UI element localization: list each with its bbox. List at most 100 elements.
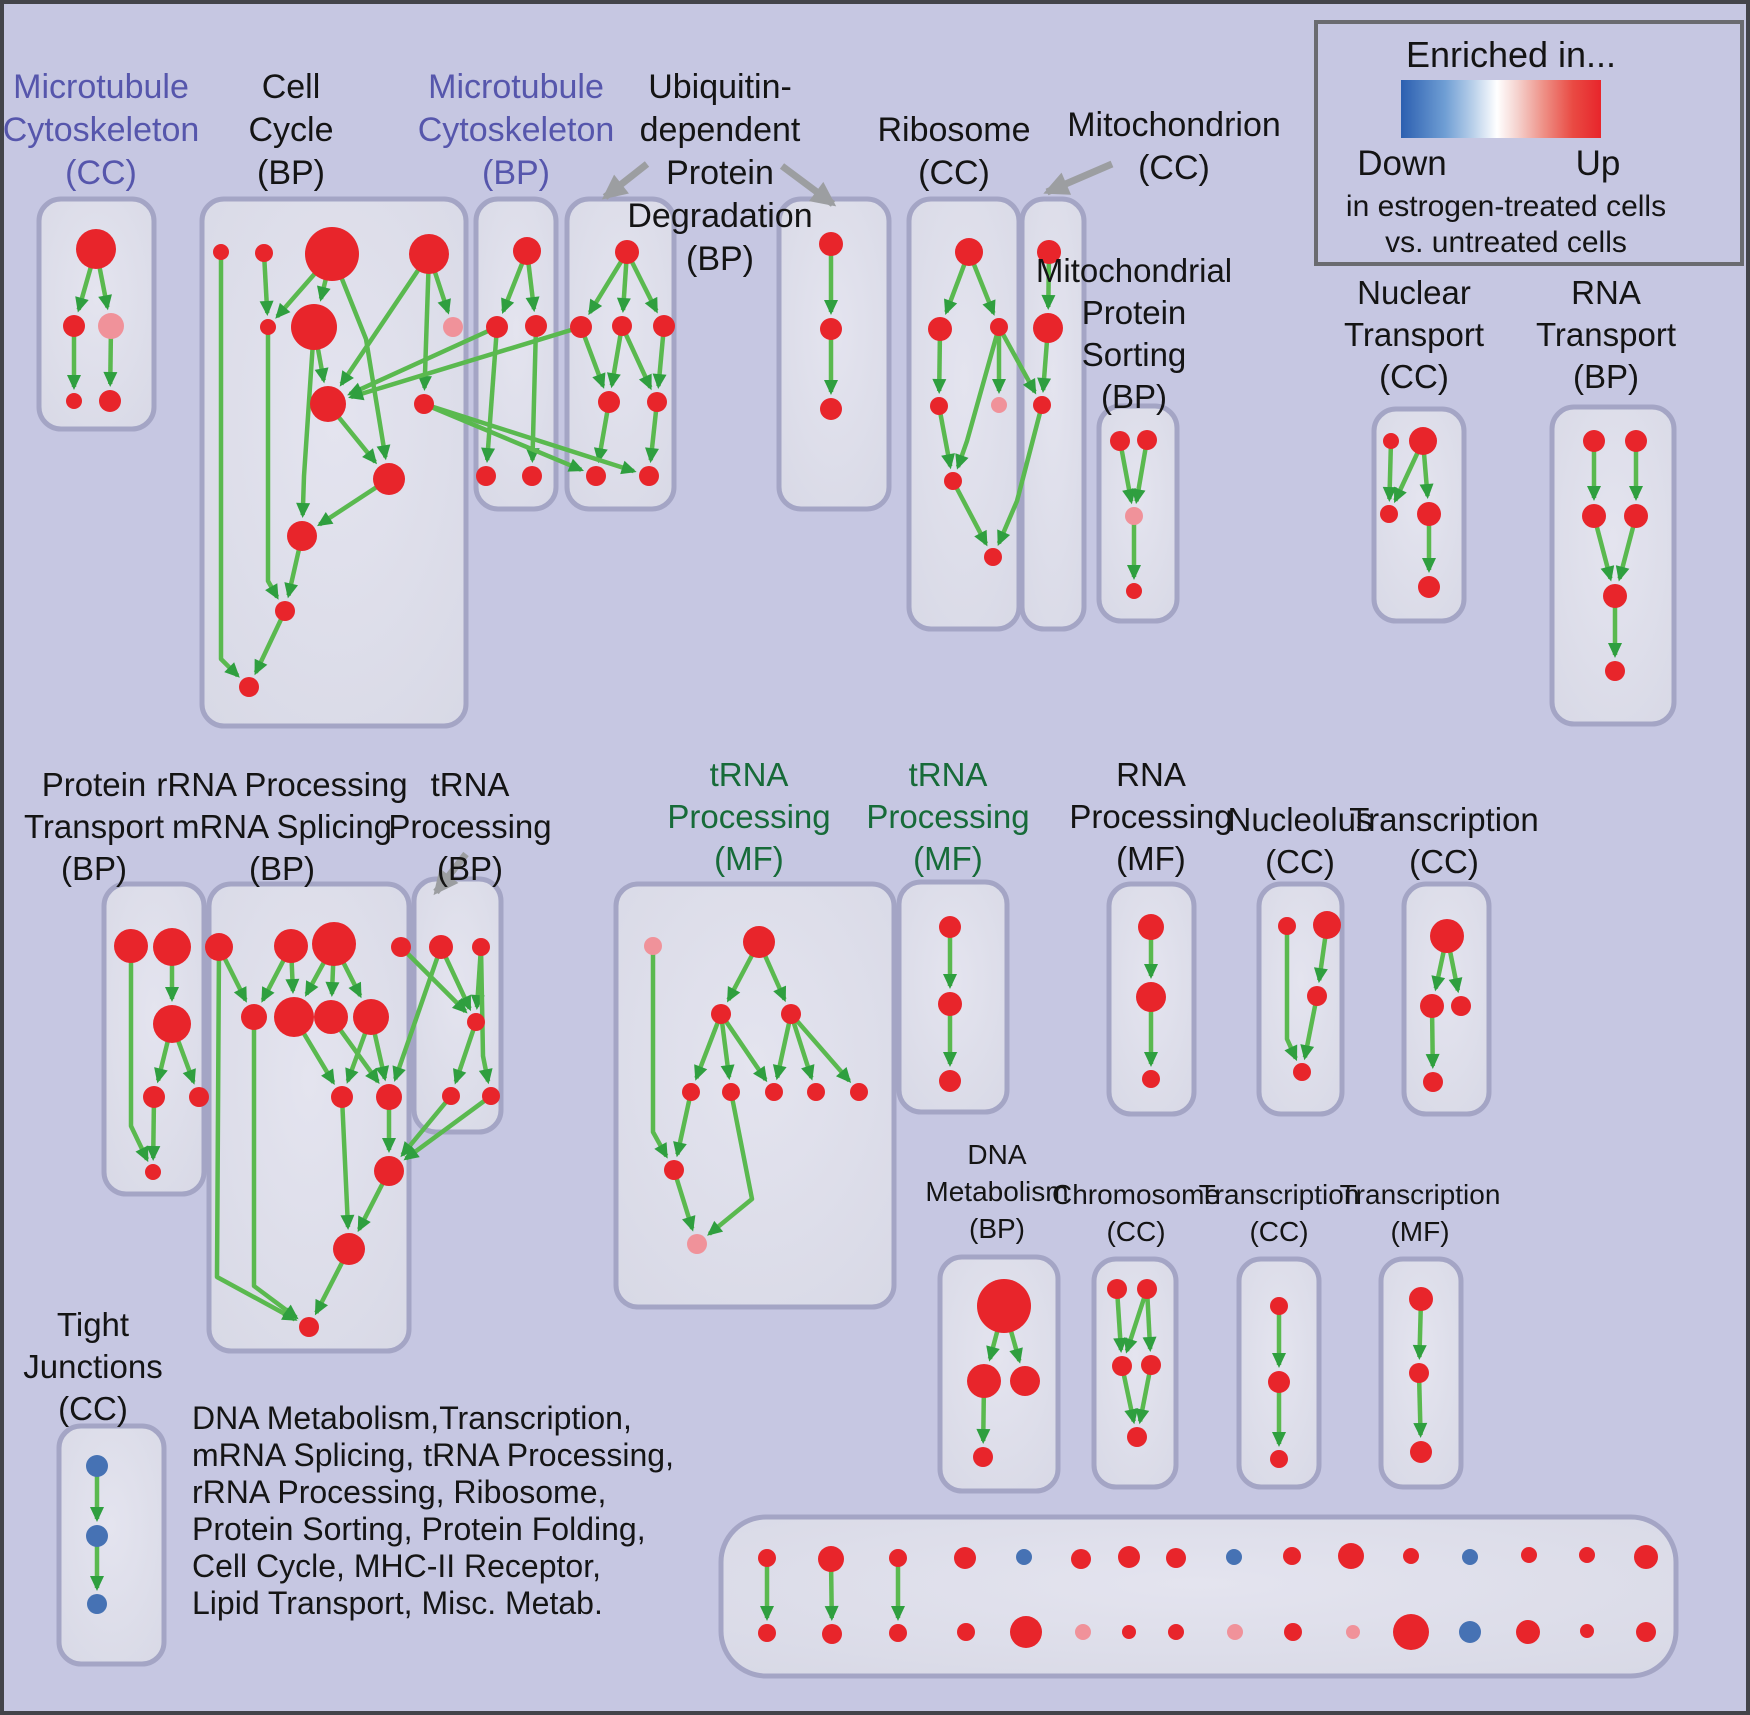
label-line: RNA [1571, 274, 1641, 311]
go-term-node [973, 1447, 993, 1467]
go-term-node [275, 601, 295, 621]
go-term-node [143, 1086, 165, 1108]
go-term-node [1634, 1545, 1658, 1569]
go-term-node [373, 463, 405, 495]
go-term-node [1579, 1547, 1595, 1563]
cluster-label-nucleolus: Nucleolus (CC) [1228, 799, 1373, 883]
go-term-node [1138, 914, 1164, 940]
go-term-node [1010, 1616, 1042, 1648]
go-term-node [1420, 994, 1444, 1018]
go-term-node [522, 466, 542, 486]
go-term-node [944, 472, 962, 490]
label-line: Metabolism [925, 1176, 1069, 1207]
go-term-node [586, 466, 606, 486]
callout-arrow-mitochondrion [1043, 160, 1114, 196]
go-edge [329, 253, 391, 461]
cluster-label-rna-transport: RNA Transport (BP) [1536, 272, 1676, 398]
go-term-node [1033, 313, 1063, 343]
label-line: (BP) [257, 154, 325, 192]
go-term-node [333, 1233, 365, 1265]
go-term-node [1283, 1547, 1301, 1565]
misc-note-line: rRNA Processing, Ribosome, [192, 1474, 607, 1510]
go-term-node [1383, 433, 1399, 449]
go-term-node [991, 397, 1007, 413]
label-line: Transcription [1349, 801, 1539, 838]
callout-arrows-layer [433, 160, 1114, 896]
label-line: Transcription [1198, 1179, 1360, 1210]
cluster-box-nucleolus [1256, 881, 1345, 1117]
label-line: Ubiquitin- [648, 68, 792, 106]
go-term-node [957, 1623, 975, 1641]
go-term-node [1278, 917, 1296, 935]
go-term-node [189, 1087, 209, 1107]
go-term-node [889, 1624, 907, 1642]
go-term-node [939, 1070, 961, 1092]
go-term-node [758, 1549, 776, 1567]
go-term-node [299, 1317, 319, 1337]
legend-up-label: Up [1575, 144, 1621, 183]
go-edge [214, 946, 298, 1322]
go-term-node [1636, 1622, 1656, 1642]
label-line: Mitochondrion [1067, 106, 1281, 144]
go-term-node [1142, 1070, 1160, 1088]
label-line: dependent [639, 111, 801, 149]
cluster-box-mt-bp [473, 196, 559, 512]
go-term-node [1403, 1548, 1419, 1564]
label-line: (MF) [913, 840, 983, 877]
go-edge [955, 326, 1002, 470]
go-edge [997, 325, 1037, 395]
go-term-node [1010, 1366, 1040, 1396]
go-term-node [353, 999, 389, 1035]
label-line: Cell [261, 68, 321, 106]
go-term-node [1127, 1427, 1147, 1447]
go-term-node [1071, 1549, 1091, 1569]
misc-note-line: mRNA Splicing, tRNA Processing, [192, 1437, 674, 1473]
go-term-node [570, 316, 592, 338]
legend-title: Enriched in... [1405, 34, 1617, 75]
go-term-node [781, 1004, 801, 1024]
go-term-node [644, 937, 662, 955]
go-edge [259, 252, 274, 317]
go-term-node [1141, 1355, 1161, 1375]
go-term-node [711, 1004, 731, 1024]
go-edge [417, 253, 432, 392]
go-term-node [114, 929, 148, 963]
go-term-node [1270, 1297, 1288, 1315]
go-term-node [822, 1624, 842, 1644]
go-term-node [598, 391, 620, 413]
cluster-label-transcription-cc-mid: Transcription (CC) [1349, 799, 1539, 883]
go-term-node [1122, 1625, 1136, 1639]
misc-note-line: Lipid Transport, Misc. Metab. [192, 1585, 603, 1621]
label-line: (BP) [481, 154, 550, 192]
callout-arrow-ubiquitin-left [601, 161, 650, 200]
nodes-layer [63, 227, 1658, 1650]
go-edge [423, 401, 585, 472]
go-term-node [1037, 240, 1061, 264]
go-edge [1382, 440, 1397, 503]
go-term-node [930, 397, 948, 415]
go-term-node [1380, 505, 1398, 523]
go-edge [1113, 1288, 1128, 1354]
cluster-label-rrna-mrna: rRNA Processing mRNA Splicing (BP) [156, 764, 407, 890]
label-line: Protein [1081, 294, 1187, 331]
go-term-node [1393, 1614, 1429, 1650]
go-term-node [1346, 1625, 1360, 1639]
go-term-node [1418, 576, 1440, 598]
label-line: Microtubule [428, 68, 604, 106]
go-term-node [1625, 430, 1647, 452]
label-line: Mitochondrial [1035, 252, 1233, 289]
go-term-node [1603, 584, 1627, 608]
go-term-node [305, 227, 359, 281]
go-term-node [153, 928, 191, 966]
label-line: (BP) [686, 240, 754, 278]
label-line: Sorting [1081, 336, 1187, 373]
go-term-node [1226, 1549, 1242, 1565]
label-line: (CC) [65, 154, 137, 192]
label-line: RNA [1116, 756, 1186, 793]
go-term-node [314, 1000, 348, 1034]
go-term-node [1284, 1623, 1302, 1641]
label-line: Processing [388, 808, 552, 845]
legend-box: Enriched in... Down Up in estrogen-treat… [1314, 20, 1744, 266]
go-term-node [1293, 1063, 1311, 1081]
go-term-node [1268, 1371, 1290, 1393]
